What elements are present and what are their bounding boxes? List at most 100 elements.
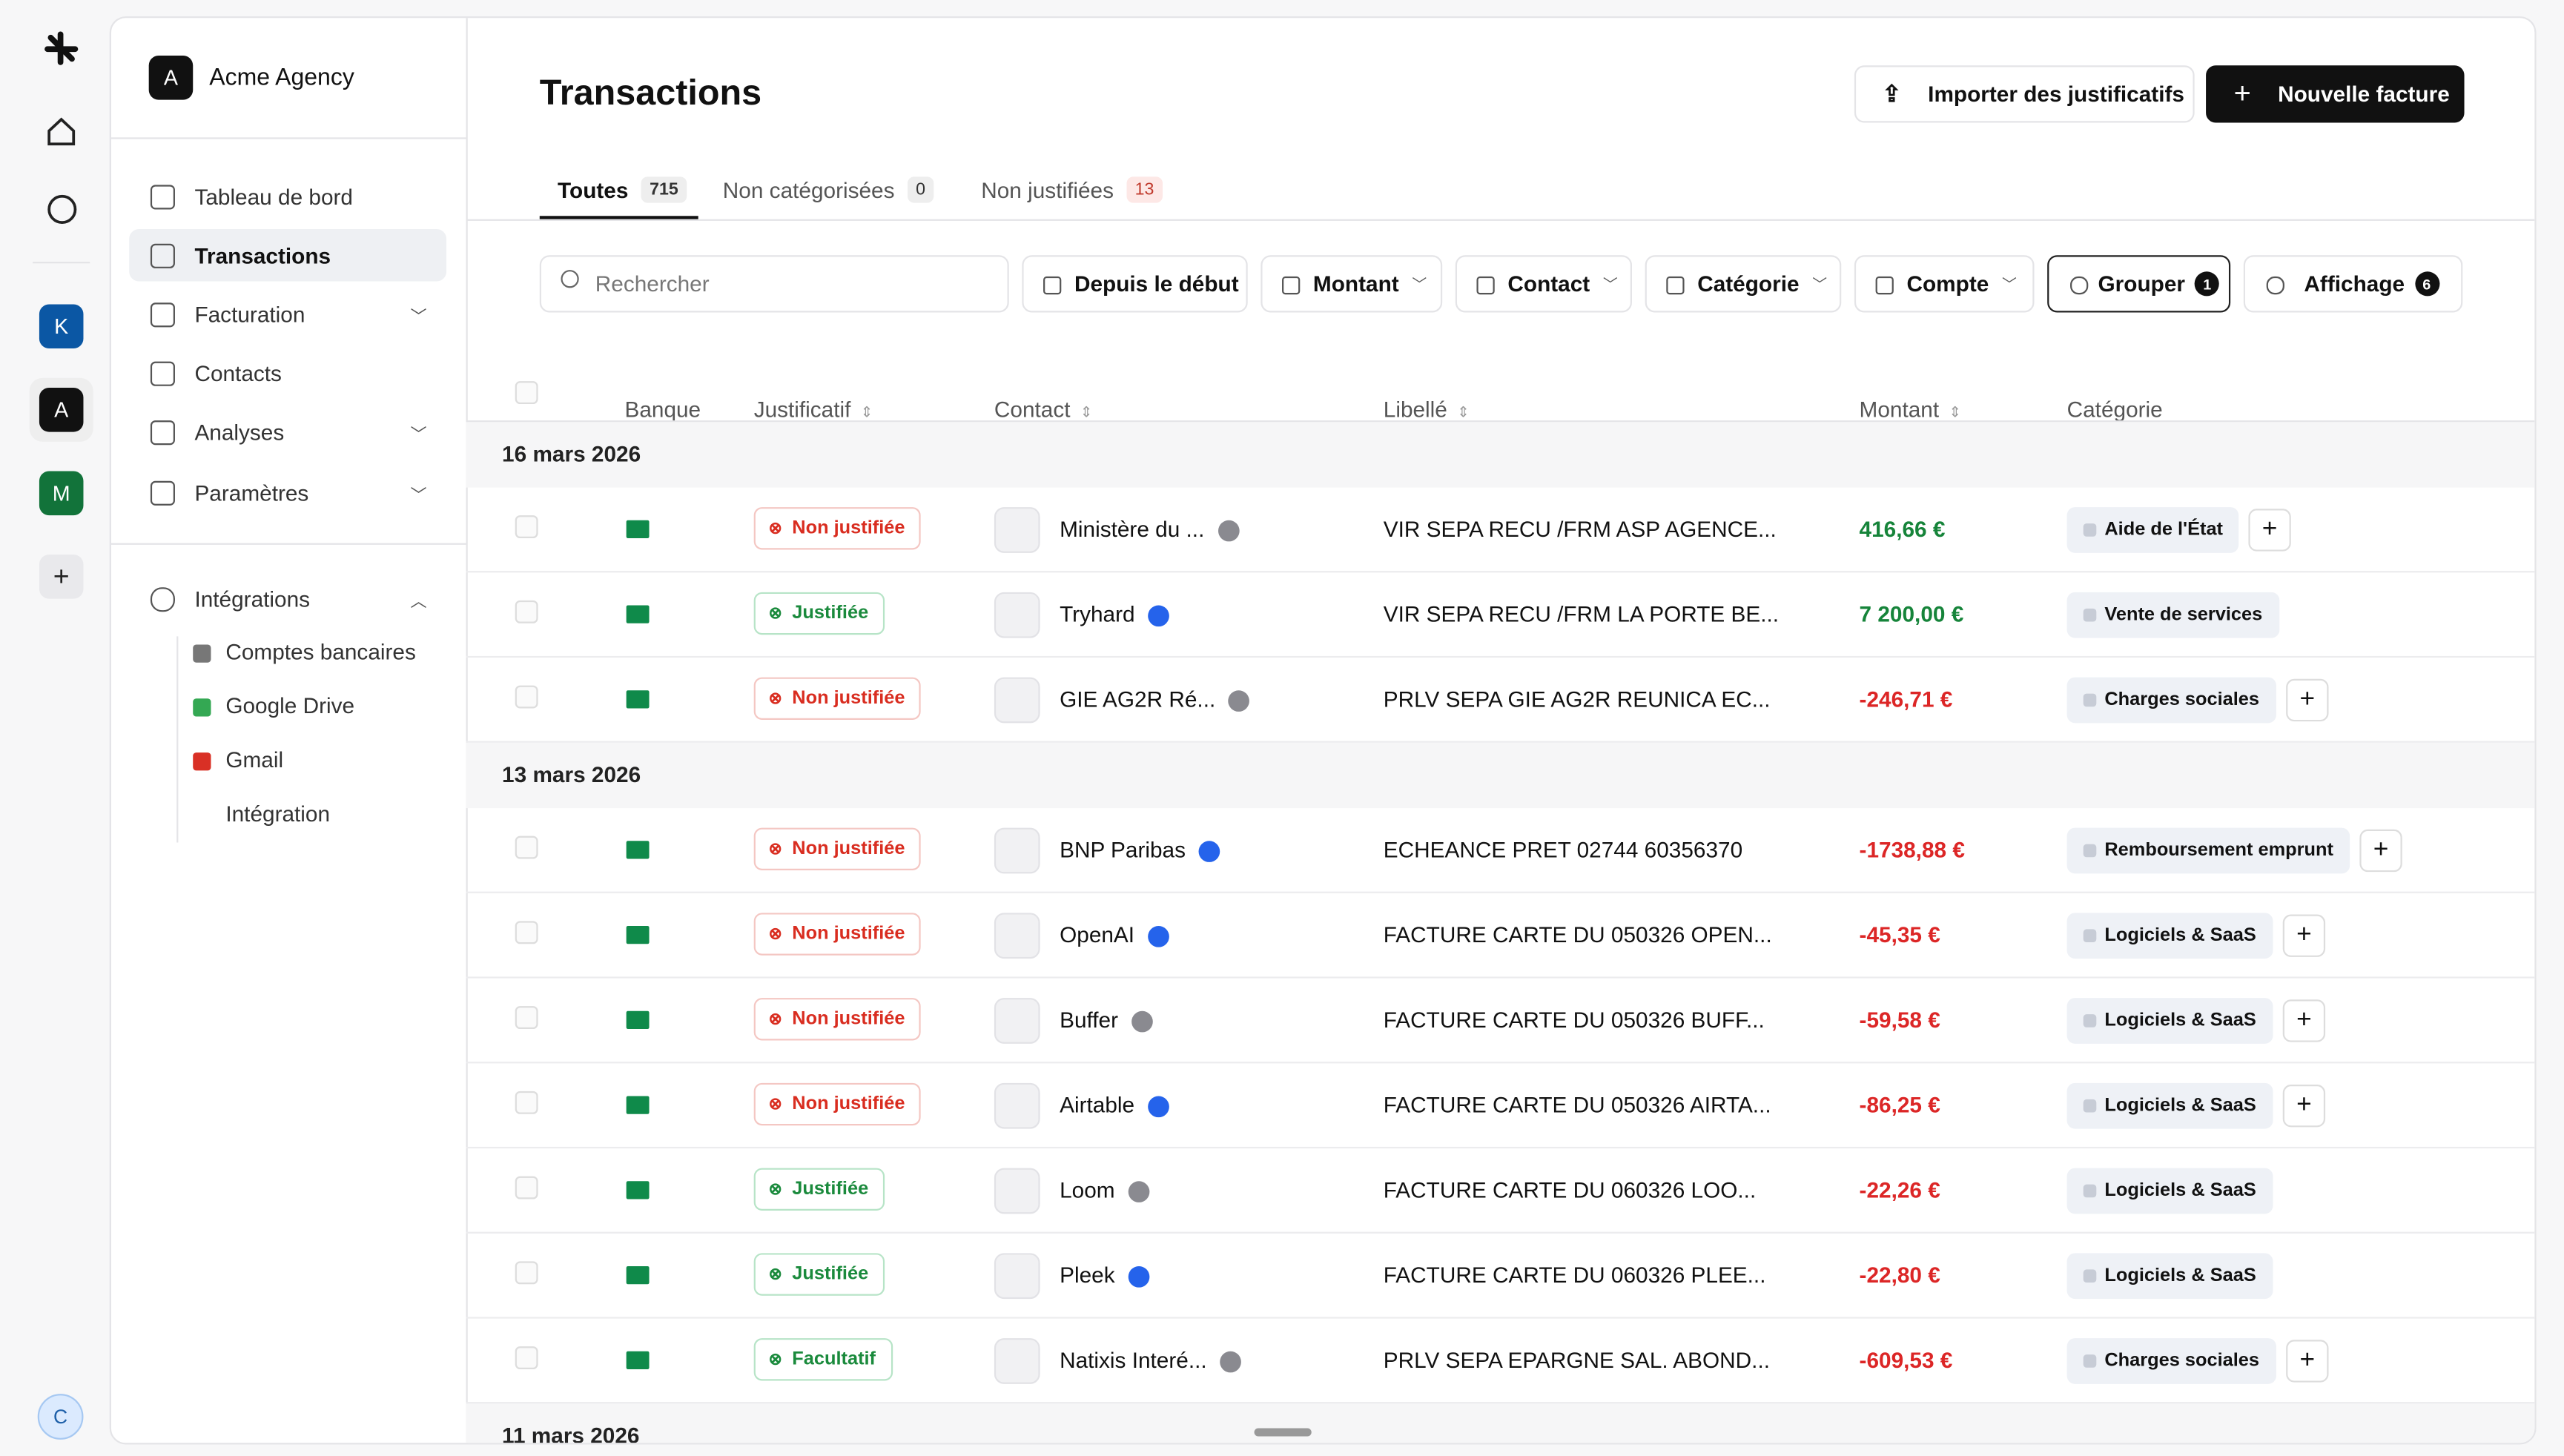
add-category-button[interactable]: + <box>2359 829 2402 873</box>
contact-name[interactable]: OpenAI <box>1060 922 1135 947</box>
row-checkbox[interactable] <box>515 685 538 709</box>
nav-item[interactable]: Transactions <box>129 228 447 282</box>
column-header[interactable]: Montant ⇕ <box>1860 397 1961 422</box>
search-placeholder: Rechercher <box>595 271 710 297</box>
status-badge[interactable]: ⊗ Justifiée <box>753 592 885 635</box>
category-tag[interactable]: Remboursement emprunt <box>2066 827 2350 874</box>
add-category-button[interactable]: + <box>2248 509 2291 552</box>
home-icon[interactable] <box>46 116 77 148</box>
chevron: ﹀ <box>410 308 427 327</box>
integration-item[interactable]: Google Drive <box>225 693 355 718</box>
integrations-section[interactable]: Intégrations ︿ <box>129 572 446 625</box>
contact-name[interactable]: Pleek <box>1060 1263 1115 1288</box>
search-input[interactable]: Rechercher <box>539 255 1009 313</box>
status-badge[interactable]: ⊗ Facultatif <box>753 1338 893 1381</box>
category-tag[interactable]: Logiciels & SaaS <box>2066 913 2273 959</box>
category-tag[interactable]: Vente de services <box>2066 592 2279 638</box>
display-button[interactable]: Affichage 6 <box>2243 255 2463 313</box>
status-badge[interactable]: ⊗ Non justifiée <box>753 677 922 720</box>
status-badge[interactable]: ⊗ Justifiée <box>753 1253 885 1296</box>
category-tag[interactable]: Logiciels & SaaS <box>2066 1082 2273 1129</box>
transaction-row[interactable]: ⊗ Facultatif Natixis Interé... PRLV SEPA EP… <box>466 1319 2535 1404</box>
transaction-row[interactable]: ⊗ Justifiée Loom FACTURE CARTE DU 060326 LO… <box>466 1148 2535 1234</box>
transaction-row[interactable]: ⊗ Non justifiée Airtable FACTURE CARTE DU 0… <box>466 1063 2535 1149</box>
tab[interactable]: Non justifiées 13 <box>981 176 1163 203</box>
row-checkbox[interactable] <box>515 1006 538 1030</box>
category-tag[interactable]: Charges sociales <box>2066 1338 2276 1384</box>
page-title: Transactions <box>539 72 762 113</box>
integration-item[interactable]: Intégration <box>225 801 331 827</box>
contact-name[interactable]: Ministère du ... <box>1060 517 1205 542</box>
status-badge[interactable]: ⊗ Justifiée <box>753 1168 885 1211</box>
tab[interactable]: Non catégorisées 0 <box>723 176 934 203</box>
nav-item[interactable]: Tableau de bord <box>129 170 446 222</box>
nav-item[interactable]: Facturation ﹀ <box>129 288 446 340</box>
row-checkbox[interactable] <box>515 1346 538 1370</box>
contact-name[interactable]: Airtable <box>1060 1093 1135 1118</box>
scroll-handle[interactable] <box>1254 1428 1312 1437</box>
category-tag[interactable]: Logiciels & SaaS <box>2066 1253 2273 1300</box>
contact-name[interactable]: Natixis Interé... <box>1060 1348 1207 1373</box>
filter-button[interactable]: Montant ﹀ <box>1260 255 1443 313</box>
status-badge[interactable]: ⊗ Non justifiée <box>753 998 922 1041</box>
contact-name[interactable]: Loom <box>1060 1177 1115 1202</box>
workspace[interactable]: M <box>39 471 84 516</box>
row-checkbox[interactable] <box>515 1176 538 1199</box>
status-badge[interactable]: ⊗ Non justifiée <box>753 913 922 956</box>
status-icon: ⊗ <box>768 519 783 537</box>
filter-button[interactable]: Contact ﹀ <box>1455 255 1632 313</box>
group-button[interactable]: Grouper 1 <box>2047 255 2231 313</box>
filter-button[interactable]: Catégorie ﹀ <box>1645 255 1842 313</box>
bank-icon <box>626 841 650 859</box>
header-checkbox[interactable] <box>515 381 538 405</box>
column-header[interactable]: Contact ⇕ <box>994 397 1092 422</box>
integration-item[interactable]: Gmail <box>225 747 284 772</box>
import-button[interactable]: ⇪ Importer des justificatifs <box>1854 65 2195 123</box>
nav-item[interactable]: Paramètres ﹀ <box>129 466 446 519</box>
status-badge[interactable]: ⊗ Non justifiée <box>753 507 922 550</box>
nav-item[interactable]: Contacts <box>129 347 446 400</box>
row-checkbox[interactable] <box>515 600 538 623</box>
status-badge[interactable]: ⊗ Non justifiée <box>753 1082 922 1126</box>
nav-item[interactable]: Analyses ﹀ <box>129 406 446 458</box>
transaction-row[interactable]: ⊗ Justifiée Pleek FACTURE CARTE DU 060326 P… <box>466 1234 2535 1319</box>
column-header[interactable]: Libellé ⇕ <box>1384 397 1470 422</box>
transaction-row[interactable]: ⊗ Non justifiée Ministère du ... VIR SEPA R… <box>466 488 2535 573</box>
category-tag[interactable]: Charges sociales <box>2066 677 2276 724</box>
contact-name[interactable]: GIE AG2R Ré... <box>1060 686 1216 712</box>
add-workspace[interactable]: + <box>39 555 84 599</box>
row-checkbox[interactable] <box>515 1261 538 1285</box>
contact-name[interactable]: Buffer <box>1060 1007 1119 1033</box>
category-tag[interactable]: Logiciels & SaaS <box>2066 1168 2273 1214</box>
row-checkbox[interactable] <box>515 835 538 859</box>
chat-icon[interactable] <box>46 193 79 225</box>
column-header[interactable]: Justificatif ⇕ <box>754 397 873 422</box>
status-badge[interactable]: ⊗ Non justifiée <box>753 827 922 870</box>
add-category-button[interactable]: + <box>2286 1340 2329 1383</box>
row-checkbox[interactable] <box>515 515 538 539</box>
contact-name[interactable]: BNP Paribas <box>1060 837 1186 862</box>
row-checkbox[interactable] <box>515 1091 538 1114</box>
tab[interactable]: Toutes 715 <box>558 176 687 203</box>
add-category-button[interactable]: + <box>2282 1085 2326 1128</box>
add-category-button[interactable]: + <box>2286 678 2329 722</box>
transaction-row[interactable]: ⊗ Justifiée Tryhard VIR SEPA RECU /FRM LA P… <box>466 572 2535 658</box>
new-invoice-button[interactable]: + Nouvelle facture <box>2206 65 2465 123</box>
add-category-button[interactable]: + <box>2282 914 2326 957</box>
transaction-row[interactable]: ⊗ Non justifiée BNP Paribas ECHEANCE PRET 0… <box>466 808 2535 893</box>
contact-name[interactable]: Tryhard <box>1060 602 1135 627</box>
add-category-button[interactable]: + <box>2282 999 2326 1042</box>
category-tag[interactable]: Logiciels & SaaS <box>2066 998 2273 1044</box>
workspace[interactable]: A <box>39 387 84 432</box>
workspace[interactable]: K <box>39 304 84 349</box>
category-tag[interactable]: Aide de l'État <box>2066 507 2240 553</box>
filter-button[interactable]: Compte ﹀ <box>1854 255 2035 313</box>
transaction-row[interactable]: ⊗ Non justifiée OpenAI FACTURE CARTE DU 050… <box>466 893 2535 979</box>
user-avatar[interactable]: C <box>37 1394 84 1440</box>
filter-button[interactable]: Depuis le début <box>1022 255 1248 313</box>
org-name[interactable]: Acme Agency <box>209 65 354 92</box>
transaction-row[interactable]: ⊗ Non justifiée GIE AG2R Ré... PRLV SEPA GI… <box>466 658 2535 743</box>
transaction-row[interactable]: ⊗ Non justifiée Buffer FACTURE CARTE DU 050… <box>466 979 2535 1064</box>
row-checkbox[interactable] <box>515 921 538 944</box>
integration-item[interactable]: Comptes bancaires <box>225 639 416 664</box>
